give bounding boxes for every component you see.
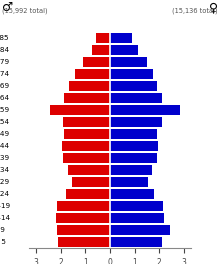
Bar	[64, 129, 110, 139]
Bar	[110, 153, 157, 163]
Bar	[62, 141, 110, 151]
Bar	[110, 129, 157, 139]
Bar	[110, 45, 138, 55]
Bar	[110, 93, 162, 103]
Bar	[50, 105, 110, 115]
Bar	[110, 201, 163, 211]
Bar	[63, 117, 110, 127]
Bar	[110, 213, 164, 223]
Bar	[72, 177, 110, 187]
Bar	[92, 45, 110, 55]
Bar	[96, 32, 110, 43]
Bar	[110, 105, 180, 115]
Bar	[110, 177, 148, 187]
Bar	[110, 225, 170, 235]
Text: ♂: ♂	[2, 1, 13, 14]
Bar	[83, 57, 110, 67]
Bar	[110, 69, 153, 79]
Bar	[110, 32, 132, 43]
Bar	[110, 57, 147, 67]
Bar	[110, 141, 158, 151]
Bar	[110, 165, 152, 175]
Bar	[110, 189, 154, 199]
Bar	[75, 69, 110, 79]
Bar	[66, 189, 110, 199]
Bar	[57, 225, 110, 235]
Bar	[69, 81, 110, 91]
Bar	[58, 237, 110, 247]
Text: ♀: ♀	[209, 1, 218, 14]
Text: (15,992 total): (15,992 total)	[2, 8, 48, 15]
Bar	[64, 93, 110, 103]
Bar	[110, 237, 162, 247]
Bar	[57, 201, 110, 211]
Text: (15,136 total): (15,136 total)	[172, 8, 218, 15]
Bar	[68, 165, 110, 175]
Bar	[110, 117, 162, 127]
Bar	[110, 81, 157, 91]
Bar	[56, 213, 110, 223]
Bar	[63, 153, 110, 163]
